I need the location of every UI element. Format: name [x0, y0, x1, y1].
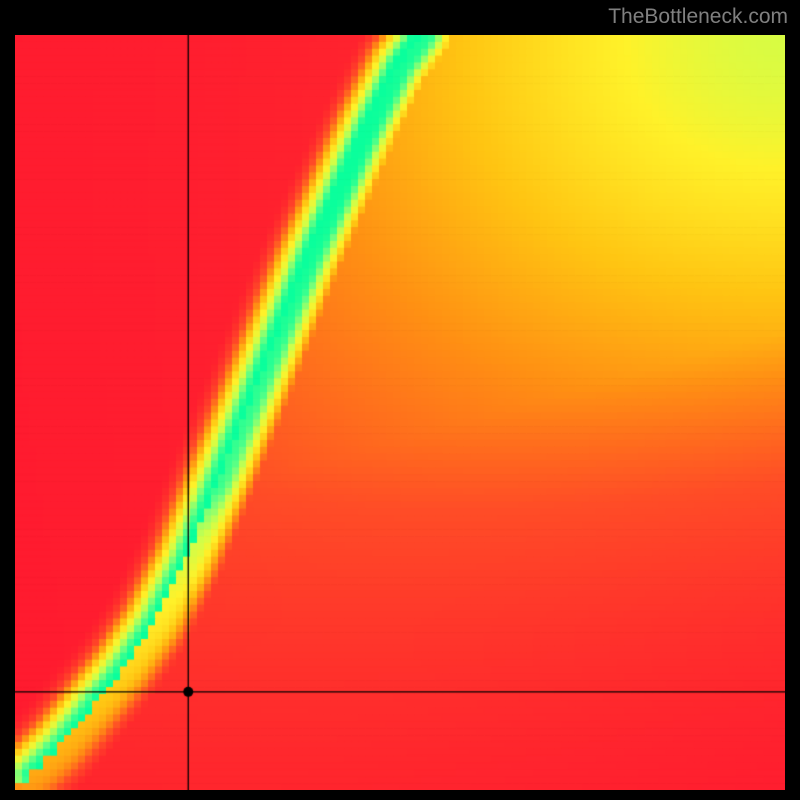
- watermark-text: TheBottleneck.com: [608, 5, 788, 29]
- bottleneck-heatmap: [15, 35, 785, 790]
